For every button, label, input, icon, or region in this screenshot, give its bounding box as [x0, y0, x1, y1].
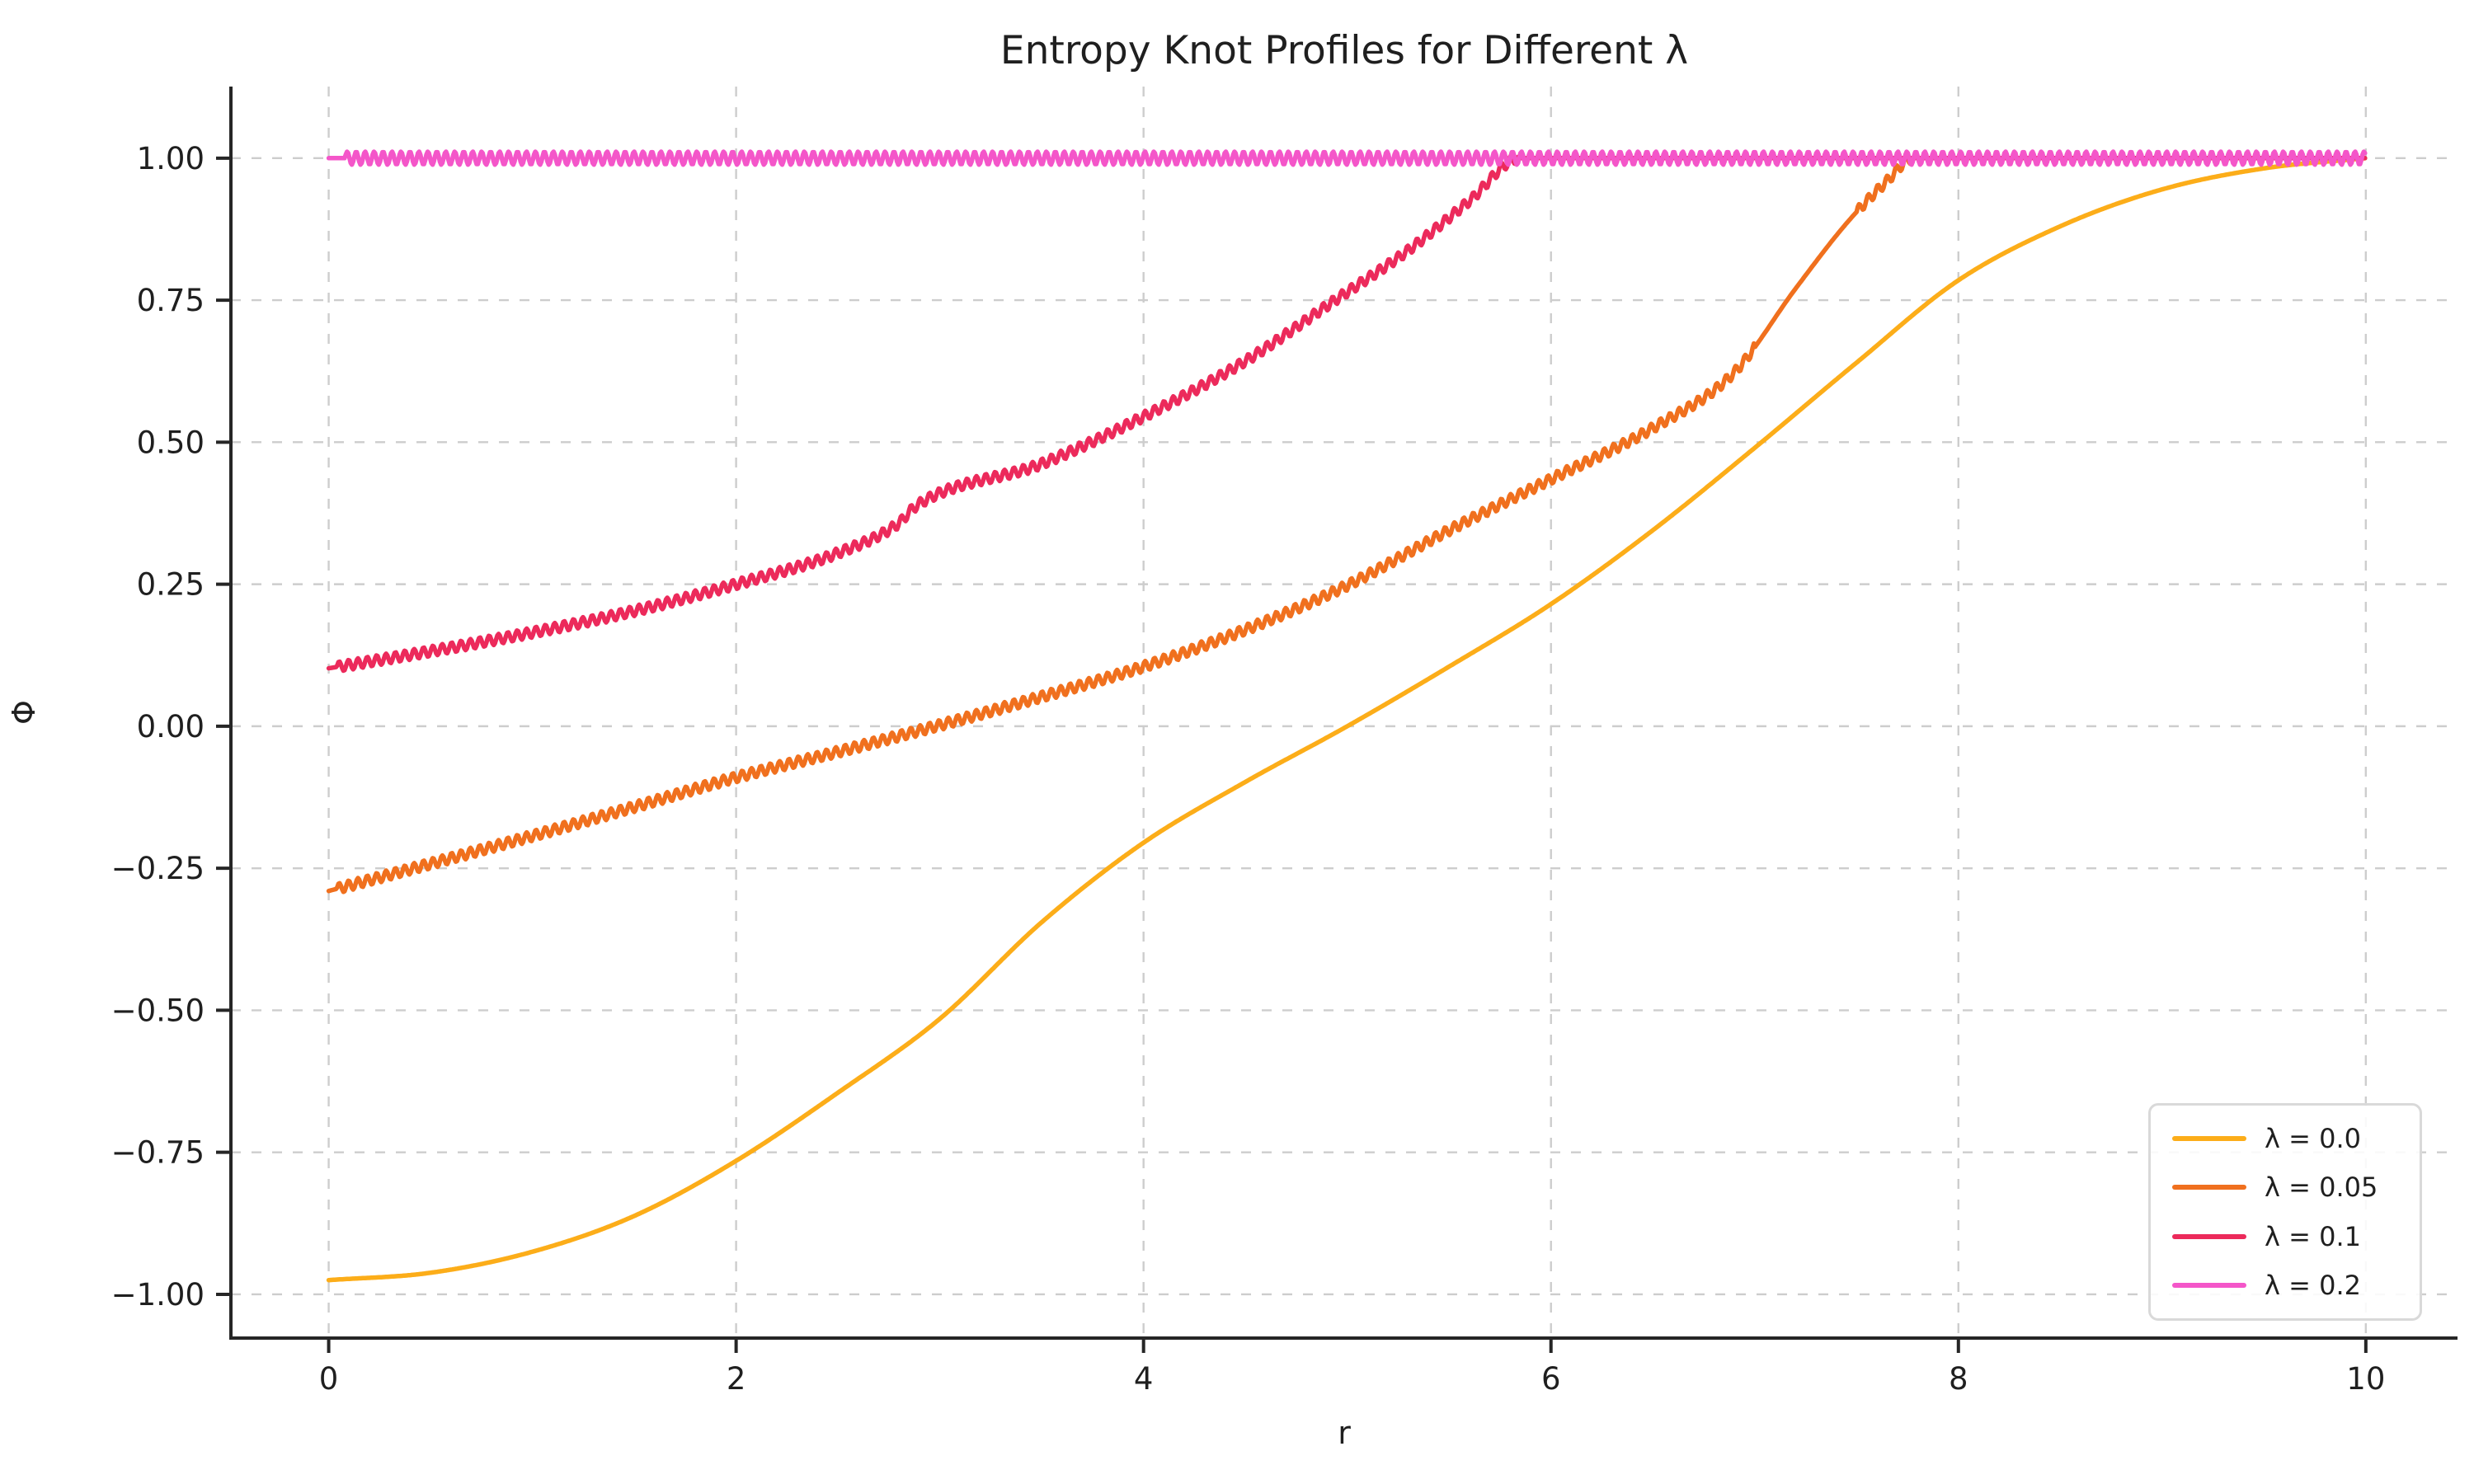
series-line-0.05: [326, 154, 2368, 895]
y-tick-label: −1.00: [111, 1277, 205, 1313]
legend-entry-lambda-0.05: λ = 0.05: [2172, 1172, 2398, 1203]
y-tick-label: 0.50: [137, 425, 205, 460]
x-tick-label: 6: [1541, 1361, 1561, 1397]
legend-label: λ = 0.05: [2265, 1172, 2378, 1204]
series-line-0.1: [326, 153, 2368, 674]
y-tick-label: 0.25: [137, 567, 205, 603]
legend-label: λ = 0.1: [2265, 1220, 2361, 1252]
legend-swatch-lambda-0.05: [2172, 1185, 2246, 1190]
x-tick-label: 10: [2346, 1361, 2385, 1397]
x-tick-label: 8: [1949, 1361, 1968, 1397]
legend-entry-lambda-0.2: λ = 0.2: [2172, 1270, 2398, 1301]
y-tick-label: −0.75: [111, 1135, 205, 1171]
legend-swatch-lambda-0.2: [2172, 1283, 2246, 1289]
legend-label: λ = 0.0: [2265, 1122, 2361, 1154]
legend-label: λ = 0.2: [2265, 1270, 2361, 1302]
series-line-0.2: [326, 149, 2368, 167]
y-axis-label: Φ: [5, 700, 42, 725]
x-axis-label: r: [1338, 1415, 1351, 1451]
chart-title: Entropy Knot Profiles for Different λ: [999, 28, 1689, 73]
x-tick-label: 2: [727, 1361, 746, 1397]
legend-entry-lambda-0.1: λ = 0.1: [2172, 1221, 2398, 1252]
x-tick-label: 0: [319, 1361, 339, 1397]
x-tick-label: 4: [1134, 1361, 1154, 1397]
y-tick-label: 1.00: [137, 141, 205, 176]
series-line-0.0: [326, 156, 2368, 1283]
y-tick-label: −0.50: [111, 993, 205, 1028]
y-tick-label: −0.25: [111, 851, 205, 886]
legend: λ = 0.0 λ = 0.05 λ = 0.1 λ = 0.2: [2148, 1103, 2422, 1321]
y-tick-label: 0.75: [137, 283, 205, 318]
legend-swatch-lambda-0.0: [2172, 1135, 2246, 1141]
y-tick-label: 0.00: [137, 709, 205, 744]
legend-swatch-lambda-0.1: [2172, 1233, 2246, 1239]
legend-entry-lambda-0.0: λ = 0.0: [2172, 1123, 2398, 1154]
